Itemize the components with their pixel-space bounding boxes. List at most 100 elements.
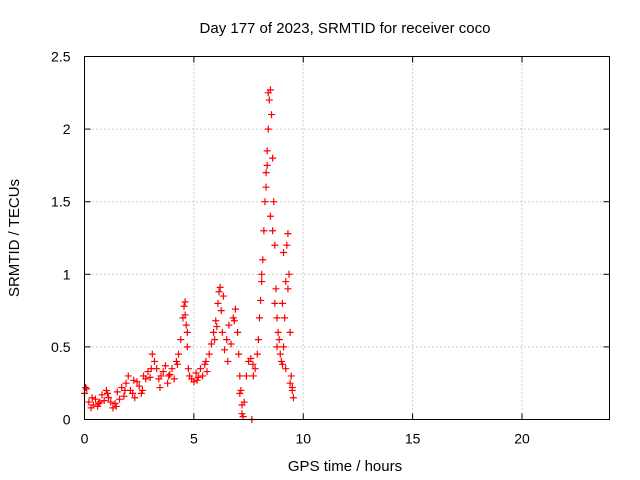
data-point [164, 379, 172, 387]
data-point [251, 365, 259, 373]
data-point [263, 161, 271, 169]
x-axis-ticks: 0 5 10 15 20 [81, 56, 530, 447]
data-point [266, 212, 274, 220]
data-point [258, 270, 266, 278]
data-point [184, 365, 192, 373]
data-point [285, 270, 293, 278]
data-point [166, 370, 174, 378]
data-point [116, 395, 123, 403]
data-point [242, 372, 250, 380]
data-point [278, 299, 286, 307]
data-point [105, 394, 113, 402]
data-point [258, 278, 266, 286]
data-point [247, 355, 255, 363]
data-point [238, 410, 246, 418]
x-tick-label: 5 [190, 431, 198, 447]
data-point [170, 375, 178, 383]
data-point [265, 96, 273, 104]
y-axis-ticks: 0 0.5 1 1.5 2 2.5 [51, 49, 610, 428]
data-point [230, 317, 238, 325]
data-point [263, 147, 271, 155]
data-point [276, 350, 284, 358]
data-point [253, 350, 261, 358]
data-point [98, 391, 106, 399]
data-point [211, 336, 219, 344]
data-point [269, 154, 277, 162]
data-point [218, 328, 226, 336]
data-point [138, 386, 146, 394]
data-point [249, 372, 257, 380]
chart-title: Day 177 of 2023, SRMTID for receiver coc… [200, 20, 491, 37]
data-point [212, 317, 220, 325]
data-point [199, 372, 207, 380]
data-point [274, 328, 282, 336]
data-point [165, 372, 173, 380]
data-point [224, 357, 232, 365]
x-tick-label: 20 [514, 431, 530, 447]
data-point [112, 402, 120, 410]
data-point [236, 389, 244, 397]
data-point [182, 321, 190, 329]
data-point [275, 336, 283, 344]
data-point [259, 256, 267, 264]
data-point [133, 378, 141, 386]
data-point [240, 398, 248, 406]
data-point [159, 368, 167, 376]
data-point [286, 379, 294, 387]
x-tick-label: 15 [405, 431, 421, 447]
data-point [183, 343, 191, 351]
data-point [210, 328, 218, 336]
data-point [268, 111, 276, 119]
data-point [100, 397, 108, 405]
y-tick-label: 1.5 [51, 194, 71, 210]
data-points [81, 86, 297, 423]
data-point [227, 340, 235, 348]
data-point [207, 340, 215, 348]
data-point [264, 89, 272, 97]
data-point [257, 296, 265, 304]
data-point [151, 357, 158, 365]
data-point [85, 398, 93, 406]
y-tick-label: 0 [63, 412, 71, 428]
data-point [284, 285, 292, 293]
data-point [282, 278, 290, 286]
data-point [129, 389, 137, 397]
x-axis-label: GPS time / hours [288, 458, 402, 475]
y-tick-label: 0.5 [51, 339, 71, 355]
data-point [183, 328, 191, 336]
data-point [280, 343, 288, 351]
data-point [190, 378, 198, 386]
data-point [283, 241, 291, 249]
data-point [282, 365, 290, 373]
data-point [130, 376, 138, 384]
data-point [124, 372, 132, 380]
data-point [180, 302, 188, 310]
plot-frame [84, 56, 610, 420]
data-point [273, 314, 281, 322]
data-point [256, 314, 263, 322]
data-point [234, 328, 242, 336]
data-point [235, 350, 243, 358]
data-point [262, 169, 270, 177]
data-point [225, 321, 233, 329]
y-tick-label: 1 [63, 266, 71, 282]
data-point [177, 336, 185, 344]
data-point [157, 372, 165, 380]
data-point [89, 401, 97, 409]
x-tick-label: 0 [81, 431, 89, 447]
data-point [219, 292, 227, 300]
data-point [249, 360, 257, 368]
data-point [181, 298, 189, 306]
data-point [107, 398, 115, 406]
data-point [261, 198, 269, 206]
data-point [148, 350, 156, 358]
data-point [156, 384, 164, 392]
data-point [287, 372, 295, 380]
data-point [264, 125, 272, 133]
data-point [135, 382, 143, 390]
data-point [286, 328, 294, 336]
data-point [236, 372, 244, 380]
data-point [271, 299, 279, 307]
data-point [278, 360, 286, 368]
